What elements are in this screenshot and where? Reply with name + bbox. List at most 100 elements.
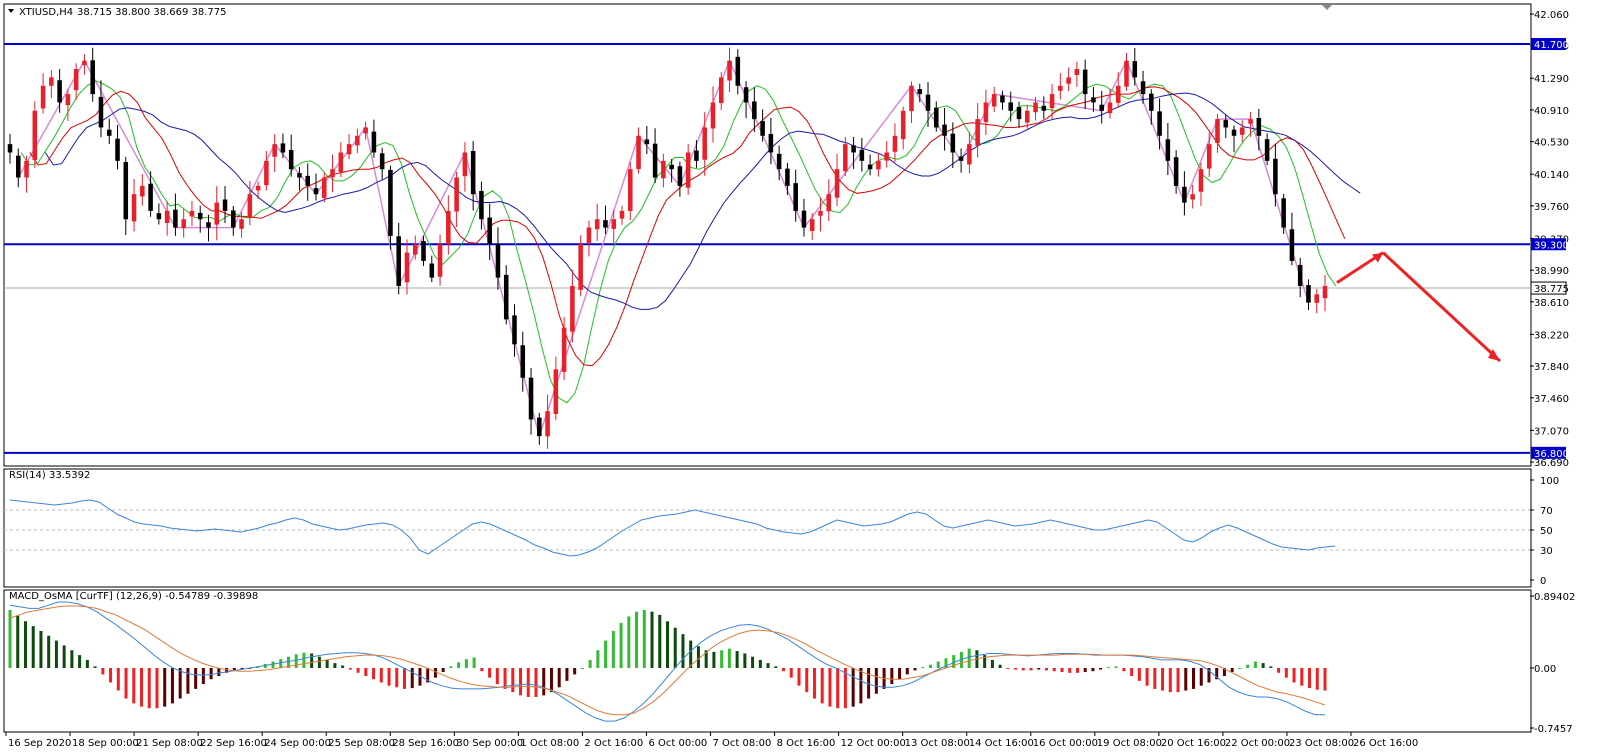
candle-body (843, 144, 848, 172)
osma-bar (519, 667, 523, 696)
current-price-tag (1530, 281, 1567, 295)
candle-body (909, 85, 914, 112)
price-tick-label: 41.290 (1534, 74, 1569, 85)
candle-body (975, 119, 980, 146)
ma-slow-line (44, 92, 1361, 310)
osma-bar (1106, 667, 1110, 669)
osma-bar (503, 667, 507, 689)
candle-body (404, 252, 410, 283)
candle-body (743, 87, 749, 103)
time-tick-label: 22 Oct 00:00 (1225, 738, 1290, 749)
osma-bar (727, 648, 731, 668)
candle-body (1049, 94, 1055, 109)
candle-body (1273, 158, 1278, 195)
candle-body (1306, 285, 1311, 303)
shift-marker-icon[interactable] (1322, 5, 1332, 10)
osma-bar (39, 630, 43, 668)
osma-bar (1068, 667, 1072, 673)
time-tick-label: 26 Oct 16:00 (1353, 738, 1418, 749)
candle-body (264, 160, 269, 186)
candle-body (222, 199, 228, 211)
candle-body (454, 177, 459, 212)
osma-bar (580, 667, 584, 669)
candle-body (32, 110, 38, 161)
candle-body (1281, 198, 1286, 228)
osma-bar (673, 627, 677, 668)
osma-bar (1014, 667, 1018, 670)
osma-bar (1029, 667, 1033, 671)
candle-body (1066, 77, 1071, 84)
candle-body (495, 243, 501, 278)
macd-title: MACD_OsMA [CurTF] (12,26,9) -0.54789 -0.… (9, 591, 258, 602)
osma-bar (294, 654, 298, 668)
osma-bar (310, 653, 314, 668)
signal-line (9, 605, 1326, 716)
osma-bar (797, 667, 801, 686)
rsi-tick-label: 30 (1540, 546, 1553, 557)
osma-bar (1199, 667, 1203, 686)
candle-body (1240, 127, 1245, 135)
level-price-tag (1531, 446, 1566, 459)
candle-body (967, 144, 972, 165)
candle-body (115, 138, 120, 161)
osma-bar (658, 614, 662, 668)
rsi-pane-frame (3, 468, 1532, 588)
osma-bar (364, 667, 368, 677)
candle-body (140, 185, 145, 197)
time-tick-label: 13 Oct 08:00 (905, 738, 970, 749)
candle-body (181, 219, 186, 229)
level-price-tag-label: 36.800 (1534, 449, 1569, 460)
candle-body (1041, 105, 1047, 111)
candle-body (1231, 129, 1237, 136)
osma-bar (410, 667, 414, 689)
candle-body (1256, 118, 1262, 136)
osma-bar (542, 667, 546, 696)
osma-bar (898, 667, 902, 680)
osma-bar (557, 667, 561, 688)
osma-bar (356, 667, 360, 673)
osma-bar (758, 659, 762, 668)
osma-bar (944, 658, 948, 668)
candle-body (818, 210, 823, 216)
price-tick-label: 38.220 (1534, 330, 1569, 341)
osma-bar (1192, 667, 1195, 689)
osma-bar (1083, 667, 1087, 672)
osma-bar (271, 661, 275, 668)
rsi-line (9, 499, 1336, 557)
candle-body (1264, 139, 1270, 161)
price-tick-label: 38.610 (1534, 298, 1569, 309)
dropdown-triangle-icon[interactable] (8, 9, 14, 13)
candle-body (685, 152, 691, 188)
candle-body (983, 102, 989, 123)
osma-bar (379, 667, 383, 683)
osma-bar (1168, 667, 1172, 693)
osma-bar (1215, 667, 1219, 680)
candle-body (1091, 97, 1096, 103)
candle-body (1190, 194, 1195, 200)
osma-bar (279, 659, 283, 668)
osma-bar (913, 667, 917, 671)
time-tick-label: 8 Oct 16:00 (777, 738, 836, 749)
candle-body (15, 155, 21, 178)
rsi-tick-label: 100 (1540, 476, 1559, 487)
candle-body (801, 210, 807, 228)
candle-body (1289, 229, 1295, 261)
osma-bar (650, 611, 654, 668)
candle-body (247, 194, 253, 218)
candle-body (57, 80, 62, 103)
candle-body (958, 156, 964, 161)
candle-body (694, 150, 699, 161)
candle-body (421, 241, 426, 261)
osma-bar (588, 659, 592, 668)
osma-bar (619, 622, 623, 668)
candle-body (313, 188, 319, 195)
time-tick-label: 6 Oct 00:00 (648, 738, 707, 749)
osma-bar (635, 611, 639, 668)
osma-bar (874, 667, 878, 694)
candle-body (834, 169, 840, 198)
osma-bar (1222, 667, 1226, 677)
candle-body (206, 222, 211, 228)
osma-bar (627, 616, 631, 668)
